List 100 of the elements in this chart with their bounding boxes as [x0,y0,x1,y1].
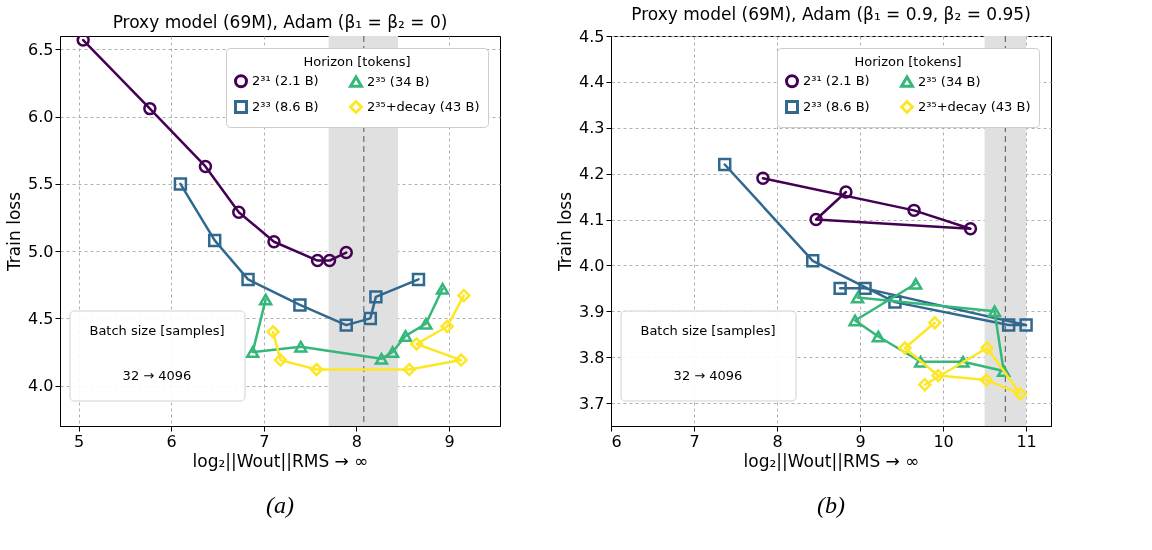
x-tick-label: 9 [855,431,866,451]
point [718,157,732,172]
point [232,205,246,219]
point [322,253,337,268]
point [833,281,847,296]
x-tick-label: 5 [73,431,85,451]
legend-label: 2³⁵+decay (43 B) [918,99,1031,114]
point [402,362,416,377]
y-tick-label: 6.0 [28,107,54,127]
x-tick-label: 10 [933,431,954,451]
point [435,282,450,295]
x-axis-title: log₂||Wout||RMS → ∞ [743,450,920,471]
chart-title: Proxy model (69M), Adam (β₁ = β₂ = 0) [112,11,448,32]
point [173,177,188,191]
point [266,325,280,339]
point [374,352,389,365]
point [809,212,823,227]
point [1019,318,1033,332]
point [987,305,1002,318]
point [850,291,865,304]
point [409,337,424,351]
point [980,341,994,355]
legend-label: 2³³ (8.6 B) [252,99,319,114]
x-tick-label: 6 [611,431,622,451]
y-tick-label: 4.3 [579,118,605,138]
point [806,254,820,268]
legend-label: 2³¹ (2.1 B) [252,73,319,89]
y-tick-label: 4.2 [579,164,605,184]
point [294,340,308,353]
point [928,316,942,330]
point [457,288,471,303]
point [293,298,307,312]
x-tick-label: 7 [259,431,270,451]
legend-label: 2³⁵ (34 B) [367,73,430,89]
point [339,318,353,332]
point [267,235,281,249]
point [979,373,993,387]
point [918,377,932,392]
legend-label: 2³¹ (2.1 B) [803,73,870,89]
y-tick-label: 4.5 [28,308,54,328]
point [363,311,378,326]
y-tick-label: 6.5 [28,39,54,59]
x-axis-title: log₂||Wout||RMS → ∞ [192,450,369,471]
point [76,36,90,47]
point [398,329,413,342]
point [1001,318,1016,332]
point [273,353,288,367]
y-tick-label: 4.1 [579,210,605,230]
point [198,159,213,174]
point [871,330,886,343]
text: (a) [266,492,294,518]
point [310,253,325,268]
annotation: 32 → 4096 [673,368,743,383]
point [858,281,872,296]
point [454,353,468,367]
point [411,272,426,287]
point [258,293,273,306]
y-tick-label: 4.0 [579,255,605,275]
legend-title: Horizon [tokens] [303,54,411,69]
y-tick-label: 4.4 [579,72,605,92]
y-tick-label: 3.8 [579,347,605,367]
x-tick-label: 11 [1016,431,1037,451]
x-tick-label: 9 [444,431,455,451]
y-tick-label: 3.7 [579,393,605,413]
y-axis-title: Train loss [555,191,576,273]
y-tick-label: 5.0 [28,241,54,261]
y-axis-title: Train loss [4,191,25,273]
point [931,368,945,383]
annotation: 32 → 4096 [122,368,192,383]
x-tick-label: 8 [772,431,783,451]
point [419,317,433,330]
point [839,185,853,199]
x-tick-label: 8 [351,431,363,451]
point [1013,387,1028,401]
chart-title: Proxy model (69M), Adam (β₁ = 0.9, β₂ = 0.95) [631,4,1031,24]
legend-title: Horizon [tokens] [854,54,962,69]
point [907,203,921,218]
text: (b) [817,492,845,518]
point [963,221,978,236]
point [898,341,912,355]
point [245,346,260,359]
point [207,233,222,248]
point [848,314,862,327]
point [369,290,383,304]
x-tick-label: 6 [166,431,177,451]
x-tick-label: 7 [689,431,700,451]
legend-label: 2³³ (8.6 B) [803,99,870,114]
legend-label: 2³⁵ (34 B) [918,73,981,89]
legend-label: 2³⁵+decay (43 B) [367,99,480,114]
y-tick-label: 3.9 [579,301,605,321]
y-tick-label: 4.0 [28,376,54,396]
annotation: Batch size [samples] [640,323,776,338]
point [339,245,353,260]
point [440,319,454,334]
point [143,101,157,116]
point [908,277,923,290]
y-tick-label: 5.5 [28,174,54,194]
point [309,362,324,377]
annotation: Batch size [samples] [89,323,225,338]
point [385,346,400,359]
